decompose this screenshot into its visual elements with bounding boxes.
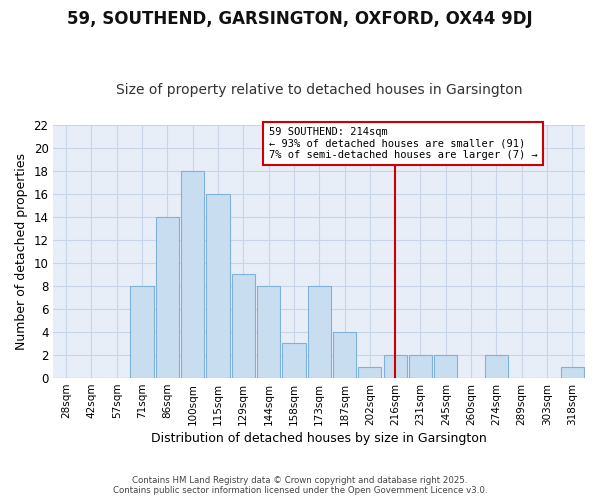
Bar: [409, 355, 432, 378]
Bar: [434, 355, 457, 378]
Bar: [560, 366, 584, 378]
Bar: [155, 216, 179, 378]
X-axis label: Distribution of detached houses by size in Garsington: Distribution of detached houses by size …: [151, 432, 487, 445]
Title: Size of property relative to detached houses in Garsington: Size of property relative to detached ho…: [116, 83, 523, 97]
Text: Contains HM Land Registry data © Crown copyright and database right 2025.
Contai: Contains HM Land Registry data © Crown c…: [113, 476, 487, 495]
Bar: [383, 355, 407, 378]
Y-axis label: Number of detached properties: Number of detached properties: [15, 153, 28, 350]
Text: 59, SOUTHEND, GARSINGTON, OXFORD, OX44 9DJ: 59, SOUTHEND, GARSINGTON, OXFORD, OX44 9…: [67, 10, 533, 28]
Bar: [181, 170, 204, 378]
Bar: [206, 194, 230, 378]
Bar: [130, 286, 154, 378]
Bar: [308, 286, 331, 378]
Text: 59 SOUTHEND: 214sqm
← 93% of detached houses are smaller (91)
7% of semi-detache: 59 SOUTHEND: 214sqm ← 93% of detached ho…: [269, 127, 538, 160]
Bar: [358, 366, 382, 378]
Bar: [485, 355, 508, 378]
Bar: [257, 286, 280, 378]
Bar: [232, 274, 255, 378]
Bar: [333, 332, 356, 378]
Bar: [282, 344, 305, 378]
